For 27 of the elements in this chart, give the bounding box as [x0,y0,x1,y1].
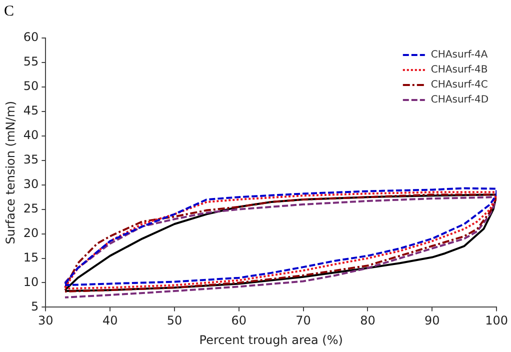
y-tick-label: 25 [23,201,39,216]
text: C [4,3,14,20]
x-tick-label: 80 [360,314,376,328]
x-tick-label: 50 [166,314,182,328]
legend-label: CHAsurf-4A [430,50,488,61]
y-tick-label: 40 [23,128,39,142]
y-tick-label: 10 [23,274,39,289]
x-axis-title: Percent trough area (%) [199,332,343,347]
y-tick-label: 5 [31,299,39,314]
x-tick-label: 30 [38,314,54,328]
x-tick-label: 70 [296,314,311,328]
x-tick-label: 90 [424,314,440,328]
x-tick-label: 40 [102,314,118,328]
y-tick-label: 15 [23,250,39,264]
legend-label: CHAsurf-4D [430,94,489,106]
legend-label: CHAsurf-4B [430,64,488,76]
y-tick-label: 20 [23,226,39,240]
y-axis-title: Surface tension (mN/m) [3,100,18,244]
y-tick-label: 60 [23,30,39,44]
legend-label: CHAsurf-4C [430,80,488,91]
y-tick-label: 50 [23,79,39,94]
x-tick-label: 100 [485,314,508,328]
y-tick-label: 30 [23,176,39,191]
y-tick-label: 45 [23,104,39,118]
y-tick-label: 55 [23,54,39,69]
y-tick-label: 35 [23,152,39,166]
x-tick-label: 60 [231,314,247,328]
